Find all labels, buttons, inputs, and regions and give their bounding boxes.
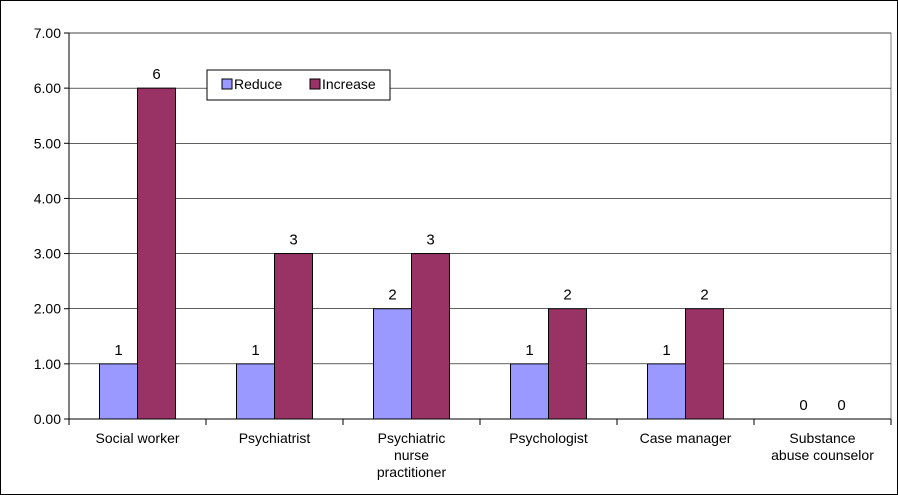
data-label: 0 [799, 397, 807, 414]
x-tick-label: abuse counselor [771, 447, 874, 463]
bars [99, 87, 724, 420]
x-tick-label: Psychiatric [378, 430, 446, 446]
data-label: 1 [662, 342, 670, 359]
data-label: 2 [700, 287, 708, 304]
data-label: 6 [152, 66, 160, 83]
bar-increase [274, 253, 313, 420]
x-tick-label: practitioner [377, 464, 447, 480]
x-tick-label: nurse [394, 447, 429, 463]
data-label: 2 [563, 287, 571, 304]
axes [64, 32, 892, 425]
y-tick-label: 6.00 [34, 80, 61, 96]
y-tick-label: 3.00 [34, 246, 61, 262]
bar-increase [548, 308, 587, 420]
x-tick-label: Psychiatrist [239, 430, 311, 446]
bar-reduce [647, 363, 686, 420]
legend-box [206, 69, 391, 101]
x-tick-label: Substance [789, 430, 855, 446]
legend: Reduce Increase [206, 69, 391, 101]
y-tick-label: 2.00 [34, 301, 61, 317]
data-label: 0 [837, 397, 845, 414]
data-label: 3 [289, 232, 297, 249]
y-tick-label: 0.00 [34, 411, 61, 427]
bar-increase [685, 308, 724, 420]
legend-swatch-reduce [221, 78, 233, 90]
bar-reduce [99, 363, 138, 420]
labels: 0.00 1.00 2.00 3.00 4.00 5.00 6.00 7.00 1 6 Social… [34, 25, 874, 480]
data-label: 1 [251, 342, 259, 359]
data-label: 2 [388, 287, 396, 304]
bar-reduce [373, 308, 412, 420]
data-label: 3 [426, 232, 434, 249]
y-tick-label: 7.00 [34, 25, 61, 41]
bar-reduce [510, 363, 549, 420]
x-tick-label: Case manager [640, 430, 732, 446]
bar-increase [137, 87, 176, 420]
legend-label-increase: Increase [322, 76, 376, 92]
y-tick-label: 1.00 [34, 356, 61, 372]
legend-label-reduce: Reduce [234, 76, 282, 92]
data-label: 1 [525, 342, 533, 359]
x-tick-label: Psychologist [509, 430, 588, 446]
y-tick-label: 5.00 [34, 135, 61, 151]
data-label: 1 [114, 342, 122, 359]
bar-reduce [236, 363, 275, 420]
y-tick-label: 4.00 [34, 190, 61, 206]
x-tick-label: Social worker [95, 430, 179, 446]
bar-increase [411, 253, 450, 420]
legend-swatch-increase [309, 78, 321, 90]
